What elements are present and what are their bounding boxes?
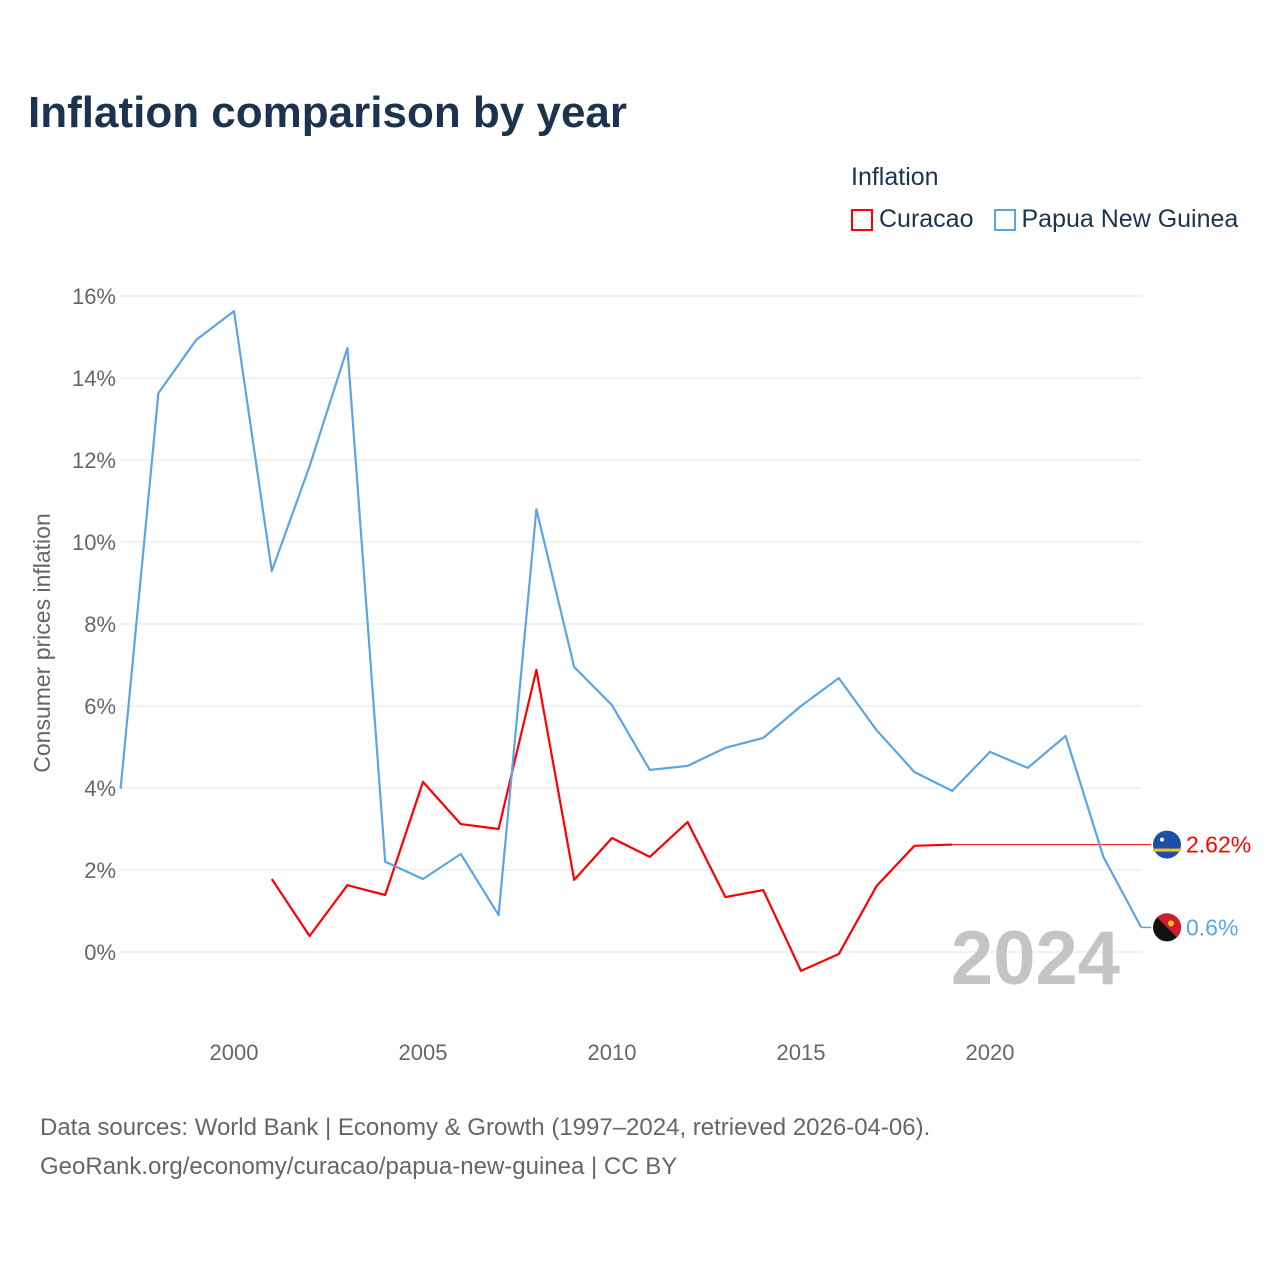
legend-item-curacao[interactable]: Curacao bbox=[851, 205, 974, 234]
y-tick-label: 12% bbox=[72, 448, 116, 473]
legend-label: Papua New Guinea bbox=[1021, 205, 1239, 233]
x-tick-label: 2005 bbox=[399, 1040, 448, 1065]
chart-title: Inflation comparison by year bbox=[28, 88, 628, 137]
source-note: Data sources: World Bank | Economy & Gro… bbox=[40, 1108, 930, 1186]
x-tick-label: 2015 bbox=[777, 1040, 826, 1065]
y-tick-label: 10% bbox=[72, 530, 116, 555]
x-tick-label: 2010 bbox=[588, 1040, 637, 1065]
flag-star bbox=[1160, 837, 1164, 842]
series-line-curacao bbox=[270, 668, 953, 972]
source-line-1: Data sources: World Bank | Economy & Gro… bbox=[40, 1114, 931, 1141]
legend-swatch-curacao bbox=[851, 208, 873, 231]
series-line-png bbox=[119, 310, 1143, 928]
x-tick-label: 2000 bbox=[210, 1040, 259, 1065]
curacao-flag-icon bbox=[1153, 830, 1181, 859]
legend-swatch-png bbox=[993, 208, 1016, 231]
flag-bird bbox=[1168, 920, 1174, 927]
flag-stripe bbox=[1153, 848, 1181, 852]
y-tick-label: 2% bbox=[84, 858, 116, 883]
x-tick-label: 2020 bbox=[966, 1040, 1015, 1065]
legend-item-png[interactable]: Papua New Guinea bbox=[993, 205, 1239, 234]
y-tick-label: 4% bbox=[84, 776, 116, 801]
y-tick-label: 16% bbox=[72, 284, 116, 309]
y-tick-label: 6% bbox=[84, 694, 116, 719]
source-line-2[interactable]: GeoRank.org/economy/curacao/papua-new-gu… bbox=[40, 1153, 678, 1180]
end-value-label: 0.6% bbox=[1186, 914, 1238, 940]
y-tick-label: 8% bbox=[84, 612, 116, 637]
y-tick-label: 14% bbox=[72, 366, 116, 391]
legend-title: Inflation bbox=[851, 163, 939, 191]
legend-label: Curacao bbox=[879, 205, 974, 233]
year-watermark: 2024 bbox=[951, 916, 1120, 1001]
y-axis-label: Consumer prices inflation bbox=[29, 513, 55, 773]
legend: Curacao Papua New Guinea bbox=[851, 205, 1238, 234]
end-value-label: 2.62% bbox=[1186, 832, 1251, 858]
y-tick-label: 0% bbox=[84, 940, 116, 965]
